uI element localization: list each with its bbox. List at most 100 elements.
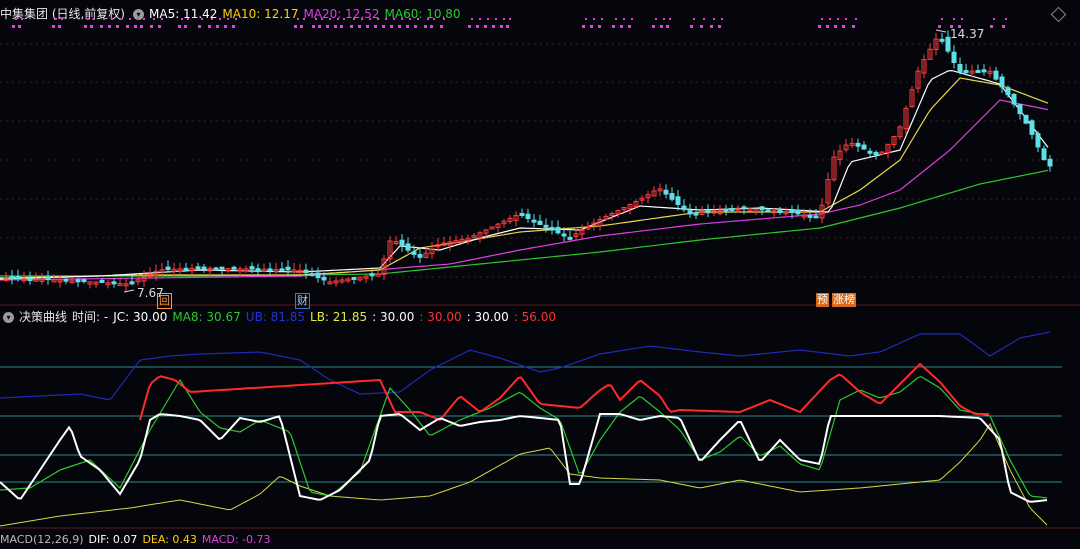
collapse-circle-icon[interactable]: ▾: [3, 311, 14, 323]
signal-dot: [343, 18, 345, 20]
candle-body: [567, 236, 573, 240]
signal-dot: [116, 25, 119, 28]
signal-dot: [385, 18, 387, 20]
signal-dot: [374, 25, 377, 28]
candle-body: [501, 220, 507, 225]
signal-dot: [297, 18, 299, 20]
candle-body: [867, 150, 873, 154]
signal-dot: [100, 25, 103, 28]
candle-body: [663, 189, 669, 195]
candle-body: [93, 281, 99, 285]
candle-body: [723, 208, 729, 212]
candle-body: [357, 276, 363, 281]
candle-body: [915, 70, 921, 89]
candle-body: [75, 279, 81, 283]
candle-body: [891, 136, 897, 145]
marker-hui[interactable]: 回: [157, 293, 172, 309]
candle-body: [177, 268, 183, 272]
signal-dot: [353, 18, 355, 20]
candle-body: [339, 279, 345, 283]
candle-body: [21, 278, 27, 282]
signal-dot: [216, 25, 219, 28]
signal-dot: [721, 18, 723, 20]
ma5-value: MA5: 11.42: [149, 7, 218, 21]
signal-dot: [990, 25, 993, 28]
candle-body: [87, 281, 93, 285]
signal-dot: [660, 25, 663, 28]
jc-line: [0, 413, 1048, 503]
signal-dot: [834, 25, 837, 28]
candle-body: [879, 151, 885, 155]
signal-dot: [401, 18, 403, 20]
candle-body: [165, 266, 171, 271]
candle-body: [291, 269, 297, 273]
candle-body: [807, 214, 813, 218]
candle-body: [897, 126, 903, 138]
candle-body: [741, 206, 747, 210]
candle-body: [573, 233, 579, 237]
candle-body: [207, 267, 213, 272]
signal-dot: [703, 18, 705, 20]
decision-title: 决策曲线: [19, 310, 68, 324]
candle-body: [285, 266, 291, 271]
signal-dot: [652, 25, 655, 28]
candle-body: [627, 204, 633, 210]
lb-line: [0, 422, 1048, 527]
candle-body: [603, 216, 609, 220]
signal-dot: [476, 25, 479, 28]
signal-dot: [666, 25, 669, 28]
candle-body: [591, 222, 597, 227]
candle-body: [777, 210, 783, 214]
marker-zhangbang[interactable]: 涨榜: [832, 293, 856, 307]
price-chart-header: 中集集团 (日线,前复权) ▾ MA5: 11.42 MA10: 12.17 M…: [0, 5, 466, 23]
candle-body: [57, 279, 63, 283]
signal-dot: [623, 18, 625, 20]
candle-body: [273, 269, 279, 273]
candle-body: [519, 212, 525, 216]
candle-body: [855, 142, 861, 147]
signal-dot: [620, 25, 623, 28]
signal-dot: [590, 25, 593, 28]
candle-body: [621, 207, 627, 211]
marker-cai[interactable]: 财: [295, 293, 310, 309]
ma60-value: MA60: 10.80: [384, 7, 461, 21]
candle-body: [477, 232, 483, 239]
signal-dot: [321, 18, 323, 20]
candle-body: [1029, 120, 1035, 135]
candle-body: [699, 211, 705, 215]
candle-body: [363, 275, 369, 279]
signal-dot: [582, 25, 585, 28]
candle-body: [903, 107, 909, 130]
settings-circle-icon[interactable]: ▾: [133, 8, 144, 20]
candle-body: [999, 76, 1005, 88]
candle-body: [297, 269, 303, 273]
candle-body: [981, 69, 987, 73]
candle-body: [483, 229, 489, 234]
candle-body: [1047, 158, 1053, 167]
decision-curve-lines: [0, 331, 1051, 527]
signal-dot: [55, 18, 57, 20]
signal-dot: [852, 25, 855, 28]
candle-body: [885, 143, 891, 154]
candle-body: [747, 208, 753, 212]
candle-body: [909, 89, 915, 107]
candle-body: [423, 252, 429, 259]
signal-dot: [506, 25, 509, 28]
signal-dot: [219, 18, 221, 20]
signal-dot: [663, 18, 665, 20]
candle-body: [783, 211, 789, 215]
signal-dot: [479, 18, 481, 20]
signal-dot: [821, 18, 823, 20]
marker-yu[interactable]: 预: [816, 293, 829, 307]
candle-body: [831, 156, 837, 181]
candle-body: [657, 188, 663, 192]
candle-body: [771, 210, 777, 214]
candle-body: [993, 70, 999, 80]
candle-body: [117, 282, 123, 286]
candle-body: [975, 70, 981, 74]
signal-dot: [187, 18, 189, 20]
candle-body: [219, 266, 225, 270]
candle-body: [549, 226, 555, 231]
candle-body: [753, 208, 759, 212]
